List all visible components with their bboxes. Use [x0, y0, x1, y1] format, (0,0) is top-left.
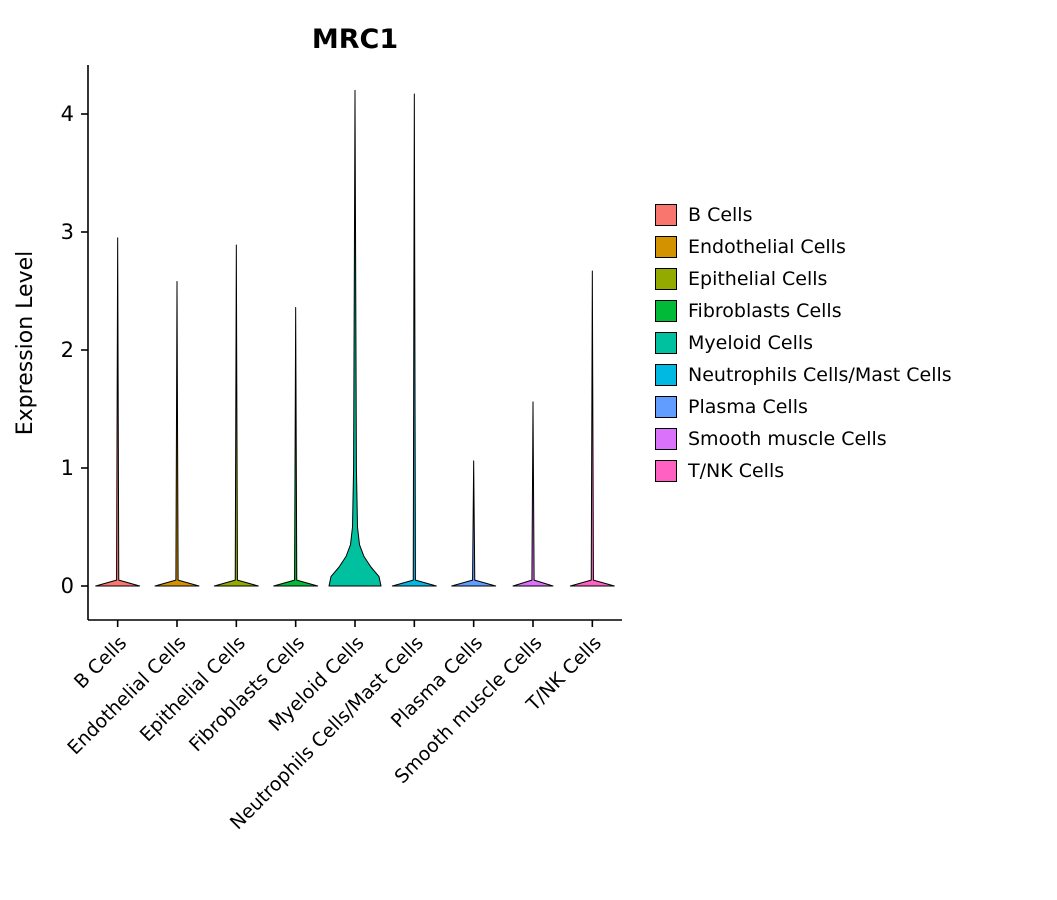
legend-label: Endothelial Cells [688, 236, 846, 258]
legend-swatch [655, 428, 677, 450]
y-tick-label: 0 [61, 574, 74, 598]
y-tick-label: 2 [61, 338, 74, 362]
legend-swatch [655, 268, 677, 290]
violin-b-cells [95, 237, 141, 587]
legend-item: B Cells [655, 199, 952, 231]
legend-item: T/NK Cells [655, 455, 952, 487]
legend-label: Plasma Cells [688, 396, 808, 418]
violin-myeloid-cells [328, 89, 382, 587]
legend-swatch [655, 204, 677, 226]
legend-swatch [655, 332, 677, 354]
legend-label: T/NK Cells [688, 460, 785, 482]
legend-label: Neutrophils Cells/Mast Cells [688, 364, 952, 386]
legend-item: Neutrophils Cells/Mast Cells [655, 359, 952, 391]
legend-item: Endothelial Cells [655, 231, 952, 263]
legend-item: Fibroblasts Cells [655, 295, 952, 327]
x-tick-label: Epithelial Cells [136, 632, 250, 746]
violin-smooth-muscle-cells [512, 401, 554, 587]
legend-item: Epithelial Cells [655, 263, 952, 295]
legend-label: Myeloid Cells [688, 332, 814, 354]
violin-epithelial-cells [213, 244, 259, 587]
legend-label: Epithelial Cells [688, 268, 828, 290]
violin-plasma-cells [451, 460, 497, 587]
y-tick-label: 3 [61, 220, 74, 244]
legend-swatch [655, 300, 677, 322]
legend: B Cells Endothelial Cells Epithelial Cells… [655, 199, 952, 487]
legend-swatch [655, 364, 677, 386]
legend-swatch [655, 396, 677, 418]
chart-title: MRC1 [311, 24, 399, 55]
violin-neutrophils-cells-mast-cells [391, 93, 437, 587]
legend-item: Plasma Cells [655, 391, 952, 423]
y-tick-label: 1 [61, 456, 74, 480]
legend-item: Myeloid Cells [655, 327, 952, 359]
violin-t-nk-cells [569, 270, 615, 587]
legend-item: Smooth muscle Cells [655, 423, 952, 455]
legend-label: Smooth muscle Cells [688, 428, 887, 450]
violin-fibroblasts-cells [273, 307, 319, 587]
y-tick-label: 4 [61, 102, 74, 126]
legend-label: Fibroblasts Cells [688, 300, 842, 322]
legend-swatch [655, 460, 677, 482]
violin-endothelial-cells [154, 281, 200, 587]
legend-label: B Cells [688, 204, 753, 226]
legend-swatch [655, 236, 677, 258]
